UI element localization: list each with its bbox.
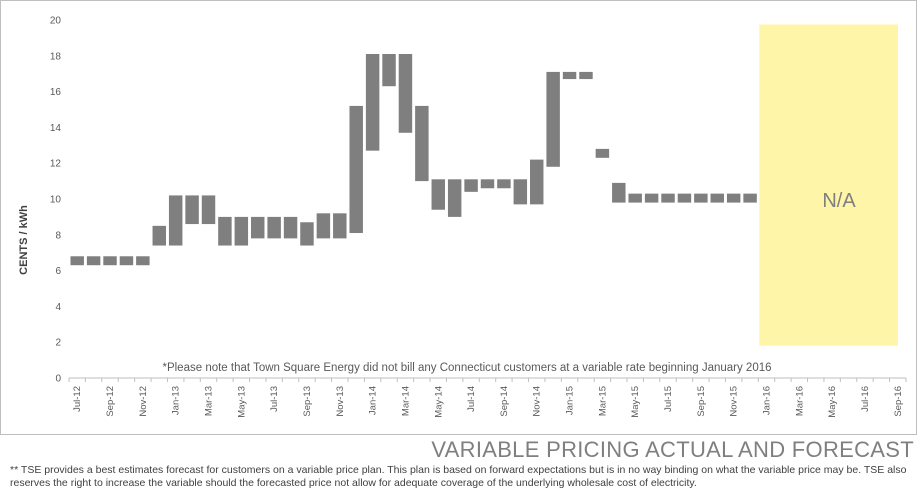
price-range-bar [562,71,577,80]
x-tick-label: Sep-16 [893,386,904,417]
y-tick-label: 2 [55,338,61,349]
y-tick-label: 0 [55,374,61,385]
price-range-bar [546,71,560,167]
y-tick-label: 6 [55,266,61,277]
x-tick-label: Jan-14 [368,386,379,415]
price-chart: N/A 0 2 4 6 8 10 12 14 16 18 20 Jul-12 Sep-12 Nov-12 J… [18,16,907,418]
price-range-bar [152,225,166,246]
y-tick-label: 4 [55,302,61,313]
price-range-bar [86,256,101,266]
price-range-bar [398,54,413,133]
x-tick-label: Nov-15 [729,386,740,417]
y-tick-label: 14 [50,123,62,134]
x-tick-label: May-14 [433,386,444,418]
x-tick-label: Jul-12 [72,386,83,412]
price-range-bar [628,193,642,203]
x-tick-label: Jul-13 [269,386,280,412]
price-range-bar [316,213,331,239]
x-tick-label: Jan-15 [565,386,576,415]
price-range-bar [612,182,626,203]
x-tick-label: May-16 [827,386,838,418]
y-tick-label: 16 [50,87,62,98]
price-range-bar [349,105,363,234]
price-range-bar [480,179,495,189]
x-tick-label: Mar-15 [597,386,608,416]
x-tick-label: Mar-16 [794,386,805,416]
price-range-bar [726,193,741,203]
price-range-bar [661,193,675,203]
x-tick-label: Nov-14 [532,386,543,417]
price-range-bar [103,256,117,266]
bars-layer [70,54,757,266]
price-range-bar [415,105,429,182]
na-region [759,24,898,346]
price-range-bar [168,195,183,246]
price-range-bar [300,222,314,246]
price-range-bar [365,54,380,151]
price-range-bar [185,195,199,225]
price-range-bar [251,216,265,239]
price-range-bar [283,216,298,239]
x-tick-label: Mar-13 [204,386,215,416]
price-range-bar [464,179,478,192]
price-range-bar [595,148,610,158]
price-range-bar [431,179,445,210]
na-region-layer: N/A [759,24,898,346]
y-tick-label: 12 [50,159,62,170]
x-tick-label: Sep-14 [499,386,510,417]
x-tick-label: Jul-15 [663,386,674,412]
price-range-bar [234,216,249,246]
price-range-bar [710,193,724,203]
x-tick-label: Sep-12 [105,386,116,417]
price-range-bar [218,216,232,246]
x-tick-label: Jan-16 [762,386,773,415]
chart-title: VARIABLE PRICING ACTUAL AND FORECAST [431,437,914,462]
x-tick-label: Sep-13 [302,386,313,417]
price-range-bar [136,256,150,266]
x-tick-label: Jan-13 [171,386,182,415]
y-tick-label: 18 [50,51,62,62]
price-range-bar [497,179,511,189]
price-range-bar [70,256,84,266]
price-range-bar [267,216,281,239]
x-tick-label: Jul-14 [466,386,477,412]
price-range-bar [119,256,134,266]
price-range-bar [382,54,396,87]
price-range-bar [694,193,708,203]
x-tick-label: Jul-16 [860,386,871,412]
na-label: N/A [822,190,856,212]
y-axis-label: CENTS / kWh [18,205,30,275]
axis-layer: 0 2 4 6 8 10 12 14 16 18 20 Jul-12 Sep-12 Nov-12 Jan-1… [50,16,907,418]
x-tick-label: May-15 [630,386,641,418]
x-tick-label: May-13 [236,386,247,418]
x-tick-label: Mar-14 [400,386,411,416]
price-range-bar [530,159,544,205]
x-tick-label: Sep-15 [696,386,707,417]
price-range-bar [677,193,692,203]
price-range-bar [513,179,528,205]
price-range-bar [201,195,216,225]
y-tick-label: 20 [50,16,62,27]
y-tick-label: 10 [50,195,62,206]
disclaimer-text: ** TSE provides a best estimates forecas… [10,464,907,489]
x-tick-label: Nov-12 [138,386,149,417]
price-range-bar [447,179,462,217]
y-tick-label: 8 [55,230,61,241]
price-range-bar [743,193,757,203]
chart-note: *Please note that Town Square Energy did… [162,362,771,374]
price-range-bar [333,213,347,239]
price-range-bar [644,193,659,203]
price-range-bar [579,71,593,80]
x-tick-label: Nov-13 [335,386,346,417]
